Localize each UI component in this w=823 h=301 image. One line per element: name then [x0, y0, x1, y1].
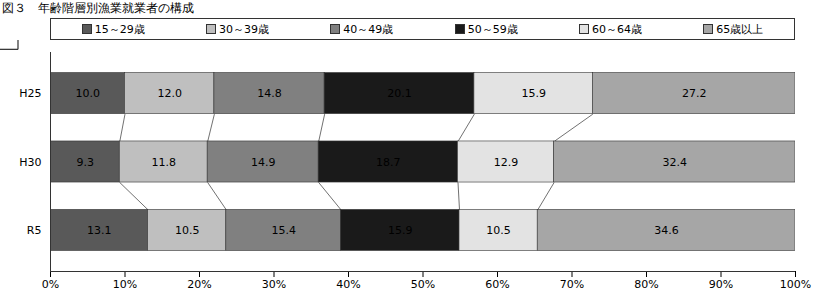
svg-text:32.4: 32.4	[663, 156, 688, 169]
svg-text:H25: H25	[19, 87, 41, 100]
svg-text:70%: 70%	[560, 278, 584, 291]
svg-text:60%: 60%	[485, 278, 509, 291]
svg-text:11.8: 11.8	[151, 156, 176, 169]
svg-text:12.0: 12.0	[157, 87, 182, 100]
svg-text:34.6: 34.6	[654, 224, 679, 237]
svg-text:10.5: 10.5	[175, 224, 200, 237]
html-text:30～39歳: 30～39歳	[219, 22, 269, 36]
svg-text:10%: 10%	[113, 278, 137, 291]
svg-text:20%: 20%	[187, 278, 211, 291]
html-text:60～64歳: 60～64歳	[592, 22, 642, 36]
svg-text:0%: 0%	[42, 278, 59, 291]
svg-text:27.2: 27.2	[682, 87, 707, 100]
svg-text:15.9: 15.9	[521, 87, 546, 100]
html-text:図３ 年齢階層別漁業就業者の構成: 図３ 年齢階層別漁業就業者の構成	[2, 1, 194, 15]
svg-text:R5: R5	[27, 224, 42, 237]
svg-text:15.9: 15.9	[388, 224, 413, 237]
svg-text:13.1: 13.1	[87, 224, 112, 237]
svg-text:100%: 100%	[780, 278, 811, 291]
html-text:65歳以上: 65歳以上	[716, 22, 764, 36]
svg-text:18.7: 18.7	[376, 156, 401, 169]
svg-text:40%: 40%	[336, 278, 360, 291]
svg-text:14.9: 14.9	[251, 156, 276, 169]
svg-text:9.3: 9.3	[76, 156, 94, 169]
svg-text:20.1: 20.1	[387, 87, 412, 100]
svg-text:50%: 50%	[411, 278, 435, 291]
svg-text:14.8: 14.8	[257, 87, 282, 100]
svg-text:30%: 30%	[262, 278, 286, 291]
svg-text:15.4: 15.4	[271, 224, 296, 237]
svg-text:12.9: 12.9	[494, 156, 519, 169]
svg-text:10.5: 10.5	[486, 224, 511, 237]
svg-text:H30: H30	[19, 156, 41, 169]
html-text:50～59歳: 50～59歳	[467, 22, 518, 36]
html-text:15～29歳: 15～29歳	[94, 22, 145, 36]
svg-text:80%: 80%	[634, 278, 658, 291]
html-text:40～49歳: 40～49歳	[343, 22, 394, 36]
svg-text:10.0: 10.0	[76, 87, 101, 100]
svg-text:90%: 90%	[709, 278, 733, 291]
